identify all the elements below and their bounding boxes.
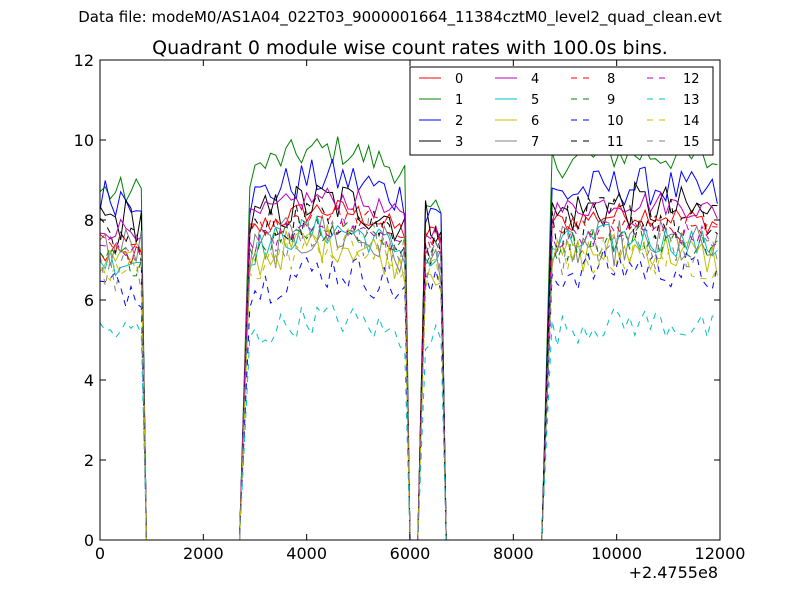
y-tick-label: 4 <box>84 371 94 390</box>
series-line-8 <box>99 202 718 541</box>
series-line-11 <box>99 193 718 541</box>
legend-label-13: 13 <box>683 93 700 108</box>
x-tick-label: 12000 <box>695 544 746 563</box>
legend-label-11: 11 <box>607 135 624 150</box>
y-tick-label: 0 <box>84 531 94 550</box>
legend-label-9: 9 <box>607 93 615 108</box>
x-tick-label: 10000 <box>591 544 642 563</box>
y-tick-label: 10 <box>74 131 94 150</box>
legend-label-2: 2 <box>455 114 463 129</box>
legend-box <box>409 66 714 156</box>
y-tick-label: 8 <box>84 211 94 230</box>
legend-label-6: 6 <box>531 114 539 129</box>
x-tick-label: 8000 <box>493 544 534 563</box>
series-line-4 <box>99 187 718 541</box>
x-offset-label: +2.4755e8 <box>629 563 718 582</box>
series-line-15 <box>99 211 718 541</box>
legend-label-5: 5 <box>531 93 539 108</box>
legend-label-1: 1 <box>455 93 463 108</box>
legend-label-12: 12 <box>683 72 700 87</box>
legend-label-3: 3 <box>455 135 463 150</box>
x-tick-label: 6000 <box>390 544 431 563</box>
series-line-14 <box>99 227 718 541</box>
legend-label-10: 10 <box>607 114 624 129</box>
legend-label-0: 0 <box>455 72 463 87</box>
series-line-13 <box>99 304 718 541</box>
data-file-suptitle: Data file: modeM0/AS1A04_022T03_90000016… <box>78 8 722 26</box>
legend-label-8: 8 <box>607 72 615 87</box>
x-tick-label: 0 <box>95 544 105 563</box>
chart-title: Quadrant 0 module wise count rates with … <box>152 37 668 59</box>
x-tick-label: 4000 <box>286 544 327 563</box>
y-tick-label: 12 <box>74 51 94 70</box>
legend-label-7: 7 <box>531 135 539 150</box>
y-tick-label: 2 <box>84 451 94 470</box>
legend-label-14: 14 <box>683 114 700 129</box>
series-layer <box>99 136 718 541</box>
legend-label-15: 15 <box>683 135 700 150</box>
x-tick-label: 2000 <box>183 544 224 563</box>
y-tick-label: 6 <box>84 291 94 310</box>
legend-label-4: 4 <box>531 72 539 87</box>
